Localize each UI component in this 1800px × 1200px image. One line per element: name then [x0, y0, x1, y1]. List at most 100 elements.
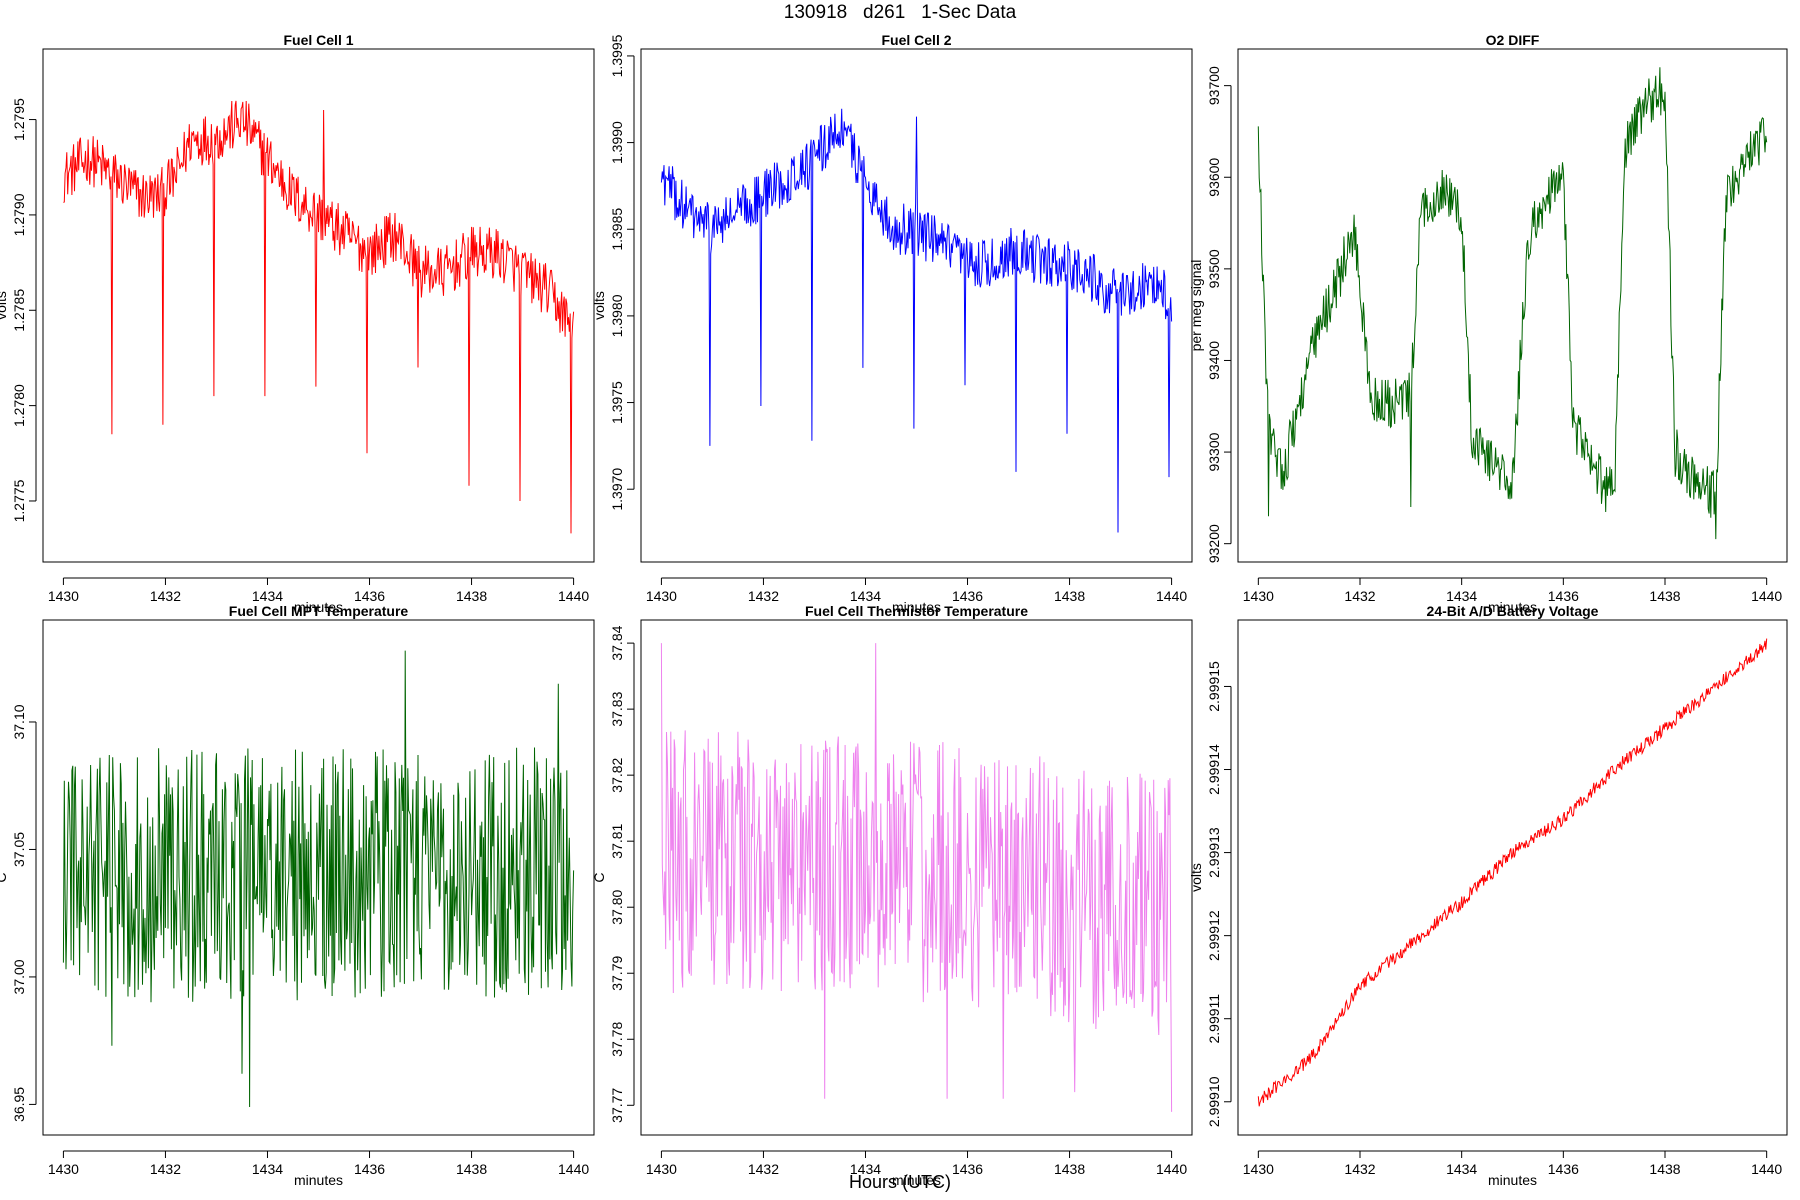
x-tick-label: 1432: [1344, 588, 1375, 604]
y-tick-label: 93400: [1206, 341, 1222, 380]
series-line: [1257, 67, 1768, 540]
x-tick-label: 1434: [1446, 588, 1477, 604]
plot-frame: [1237, 619, 1788, 1136]
x-tick-label: 1432: [1344, 1161, 1375, 1177]
y-axis-label: C: [0, 872, 9, 882]
y-tick-label: 2.99914: [1206, 744, 1222, 795]
chart-panel-5: Fuel Cell Thermistor Temperature 1430 1432…: [591, 603, 1193, 1188]
chart-panel-1: Fuel Cell 1 1430 1432 1434 1436 1438 1440 minut…: [0, 32, 595, 615]
chart-panel-6: 24-Bit A/D Battery Voltage 1430 1432 1434 14…: [1188, 603, 1788, 1188]
x-axis-footer-label: Hours (UTC): [849, 1172, 951, 1192]
y-tick-label: 1.2780: [11, 384, 27, 427]
x-tick-label: 1434: [1446, 1161, 1477, 1177]
x-tick-label: 1434: [252, 1161, 283, 1177]
x-tick-label: 1430: [1243, 588, 1274, 604]
x-tick-label: 1438: [456, 1161, 487, 1177]
x-axis-label: minutes: [294, 1172, 343, 1188]
series-line: [660, 643, 1173, 1112]
plot-frame: [1237, 48, 1788, 563]
y-tick-label: 1.2795: [11, 98, 27, 141]
chart-title: Fuel Cell 1: [283, 32, 353, 48]
y-tick-label: 2.99911: [1206, 994, 1222, 1044]
y-tick-label: 2.99913: [1206, 827, 1222, 878]
x-tick-label: 1432: [150, 1161, 181, 1177]
x-axis-label: minutes: [294, 599, 343, 615]
x-tick-label: 1438: [1649, 588, 1680, 604]
x-axis-label: minutes: [892, 599, 941, 615]
x-tick-label: 1436: [952, 588, 983, 604]
chart-panel-2: Fuel Cell 2 1430 1432 1434 1436 1438 1440 minut…: [591, 32, 1193, 615]
chart-title: Fuel Cell MPT Temperature: [229, 603, 409, 619]
y-tick-label: 2.99912: [1206, 910, 1222, 961]
x-axis-label: minutes: [1488, 599, 1537, 615]
y-axis-label: per meg signal: [1188, 260, 1204, 352]
y-tick-label: 37.05: [11, 832, 27, 867]
chart-panel-3: O2 DIFF 1430 1432 1434 1436 1438 1440 minutes 93…: [1188, 32, 1788, 615]
x-tick-label: 1430: [48, 588, 79, 604]
y-tick-label: 37.80: [609, 889, 625, 924]
x-tick-label: 1436: [1548, 588, 1579, 604]
x-tick-label: 1438: [456, 588, 487, 604]
x-tick-label: 1434: [850, 1161, 881, 1177]
y-tick-label: 37.83: [609, 691, 625, 726]
y-tick-label: 37.84: [609, 625, 625, 660]
y-tick-label: 37.77: [609, 1088, 625, 1123]
y-tick-label: 37.78: [609, 1022, 625, 1057]
x-tick-label: 1432: [150, 588, 181, 604]
x-tick-label: 1436: [354, 1161, 385, 1177]
y-tick-label: 37.10: [11, 704, 27, 739]
y-tick-label: 37.82: [609, 757, 625, 792]
chart-title: Fuel Cell 2: [881, 32, 951, 48]
y-tick-label: 1.3975: [609, 381, 625, 424]
series-line: [62, 650, 575, 1108]
y-axis-label: volts: [591, 291, 607, 320]
x-tick-label: 1440: [558, 588, 589, 604]
chart-title: O2 DIFF: [1486, 32, 1540, 48]
x-tick-label: 1434: [252, 588, 283, 604]
y-tick-label: 93500: [1206, 249, 1222, 288]
x-tick-label: 1440: [1751, 588, 1782, 604]
y-tick-label: 2.99910: [1206, 1076, 1222, 1127]
x-tick-label: 1436: [952, 1161, 983, 1177]
x-tick-label: 1432: [748, 1161, 779, 1177]
y-tick-label: 37.79: [609, 956, 625, 991]
x-tick-label: 1438: [1649, 1161, 1680, 1177]
plot-frame: [42, 619, 595, 1136]
y-tick-label: 2.99915: [1206, 661, 1222, 712]
series-line: [660, 108, 1173, 533]
page-title: 130918 d261 1-Sec Data: [783, 2, 1017, 23]
x-axis-label: minutes: [892, 1172, 941, 1188]
y-tick-label: 1.3995: [609, 34, 625, 77]
y-tick-label: 93700: [1206, 66, 1222, 105]
plot-frame: [42, 48, 595, 563]
y-tick-label: 1.3970: [609, 468, 625, 511]
x-tick-label: 1430: [646, 588, 677, 604]
x-axis-label: minutes: [1488, 1172, 1537, 1188]
y-axis-label: volts: [1188, 863, 1204, 892]
series-line: [1257, 638, 1768, 1107]
x-tick-label: 1430: [1243, 1161, 1274, 1177]
y-tick-label: 1.2785: [11, 289, 27, 332]
y-tick-label: 36.95: [11, 1087, 27, 1122]
y-tick-label: 93300: [1206, 432, 1222, 471]
chart-panel-4: Fuel Cell MPT Temperature 1430 1432 1434 143…: [0, 603, 595, 1188]
y-axis-label: volts: [0, 291, 9, 320]
x-tick-label: 1432: [748, 588, 779, 604]
y-tick-label: 1.3980: [609, 294, 625, 337]
x-tick-label: 1438: [1054, 588, 1085, 604]
y-tick-label: 37.81: [609, 823, 625, 858]
x-tick-label: 1436: [354, 588, 385, 604]
chart-title: Fuel Cell Thermistor Temperature: [805, 603, 1028, 619]
x-tick-label: 1440: [558, 1161, 589, 1177]
y-axis-label: C: [591, 872, 607, 882]
x-tick-label: 1434: [850, 588, 881, 604]
x-tick-label: 1438: [1054, 1161, 1085, 1177]
x-tick-label: 1430: [48, 1161, 79, 1177]
y-tick-label: 93200: [1206, 524, 1222, 563]
x-tick-label: 1440: [1751, 1161, 1782, 1177]
chart-title: 24-Bit A/D Battery Voltage: [1427, 603, 1599, 619]
x-tick-label: 1440: [1156, 588, 1187, 604]
x-tick-label: 1430: [646, 1161, 677, 1177]
x-tick-label: 1440: [1156, 1161, 1187, 1177]
